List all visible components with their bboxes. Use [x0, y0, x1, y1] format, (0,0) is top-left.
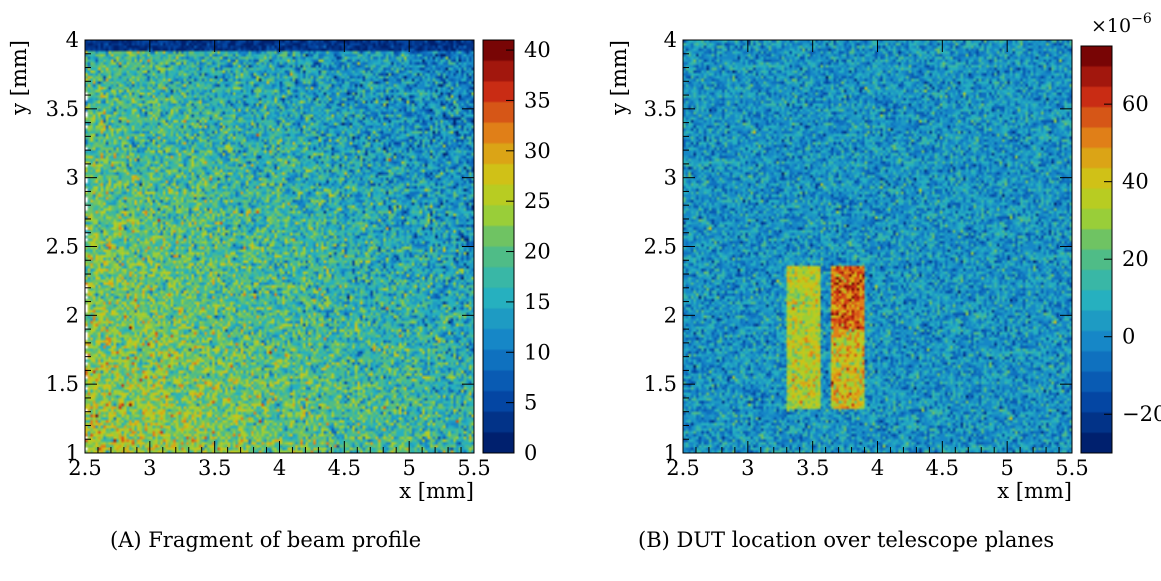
colorbar-tick-label-b: 40	[1122, 170, 1149, 194]
x-axis-label-a: x [mm]	[399, 479, 474, 503]
x-tick-label-b: 2.5	[666, 456, 699, 480]
x-tick-label-b: 5	[1000, 456, 1013, 480]
y-tick-label-b: 3	[664, 166, 677, 190]
x-tick-label-a: 4.5	[328, 456, 361, 480]
y-tick-label-a: 3.5	[46, 97, 79, 121]
x-tick-label-b: 5.5	[1055, 456, 1088, 480]
colorbar-b	[1081, 46, 1112, 453]
panel-a-heatmap: 2.5 3 3.5 4 4.5 5 5.5 1 1.5 2 2.5 3 3.5 4 x [mm] y […	[7, 28, 551, 503]
y-tick-label-a: 1	[66, 441, 79, 465]
y-tick-label-b: 1.5	[644, 372, 677, 396]
colorbar-tick-label-a: 20	[524, 240, 551, 264]
x-axis-b: 2.5 3 3.5 4 4.5 5 5.5	[666, 40, 1089, 480]
colorbar-b-frame	[1080, 45, 1113, 454]
colorbar-a	[483, 40, 514, 453]
colorbar-tick-label-a: 10	[524, 340, 551, 364]
colorbar-tick-label-b: 60	[1122, 92, 1149, 116]
colorbar-a-frame	[482, 39, 515, 454]
colorbar-tick-label-a: 30	[524, 139, 551, 163]
x-tick-label-b: 3	[741, 456, 754, 480]
colorbar-a-ticks: 0 5 10 15 20 25 30 35 40	[506, 38, 551, 465]
x-tick-label-b: 4.5	[926, 456, 959, 480]
y-tick-label-b: 2.5	[644, 235, 677, 259]
x-tick-label-b: 4	[871, 456, 884, 480]
colorbar-tick-label-b: −20	[1122, 402, 1161, 426]
y-tick-label-a: 3	[66, 166, 79, 190]
y-tick-label-b: 4	[664, 28, 677, 52]
colorbar-tick-label-a: 40	[524, 38, 551, 62]
x-tick-label-a: 5	[402, 456, 415, 480]
panel-b-heatmap: 2.5 3 3.5 4 4.5 5 5.5 1 1.5 2 2.5 3 3.5 4 x [mm] y […	[607, 11, 1161, 503]
y-tick-label-b: 1	[664, 441, 677, 465]
y-axis-a: 1 1.5 2 2.5 3 3.5 4	[46, 28, 474, 465]
x-tick-label-a: 5.5	[457, 456, 490, 480]
colorbar-tick-label-a: 15	[524, 290, 551, 314]
y-axis-label-b: y [mm]	[607, 40, 631, 116]
heatmap-b-image	[683, 40, 1072, 453]
y-axis-label-a: y [mm]	[7, 40, 31, 116]
x-axis-label-b: x [mm]	[997, 479, 1072, 503]
caption-b: (B) DUT location over telescope planes	[638, 528, 1055, 552]
colorbar-b-exponent: ×10−6	[1091, 11, 1152, 37]
heatmap-a-image	[85, 40, 474, 453]
x-tick-label-a: 2.5	[68, 456, 101, 480]
y-tick-label-b: 2	[664, 303, 677, 327]
caption-a: (A) Fragment of beam profile	[110, 528, 422, 552]
x-tick-label-a: 3	[143, 456, 156, 480]
x-axis-a: 2.5 3 3.5 4 4.5 5 5.5	[68, 40, 491, 480]
colorbar-tick-label-a: 25	[524, 189, 551, 213]
y-tick-label-a: 2.5	[46, 235, 79, 259]
x-tick-label-a: 3.5	[198, 456, 231, 480]
y-axis-b: 1 1.5 2 2.5 3 3.5 4	[644, 28, 1072, 465]
colorbar-tick-label-a: 5	[524, 391, 537, 415]
y-tick-label-a: 4	[66, 28, 79, 52]
x-tick-label-a: 4	[273, 456, 286, 480]
colorbar-tick-label-a: 35	[524, 88, 551, 112]
colorbar-tick-label-b: 20	[1122, 247, 1149, 271]
x-tick-label-b: 3.5	[796, 456, 829, 480]
y-tick-label-a: 2	[66, 303, 79, 327]
y-tick-label-b: 3.5	[644, 97, 677, 121]
colorbar-tick-label-a: 0	[524, 441, 537, 465]
colorbar-b-ticks: −20 0 20 40 60	[1104, 92, 1161, 426]
colorbar-b-exponent-power: −6	[1131, 11, 1152, 27]
colorbar-tick-label-b: 0	[1122, 325, 1135, 349]
y-tick-label-a: 1.5	[46, 372, 79, 396]
